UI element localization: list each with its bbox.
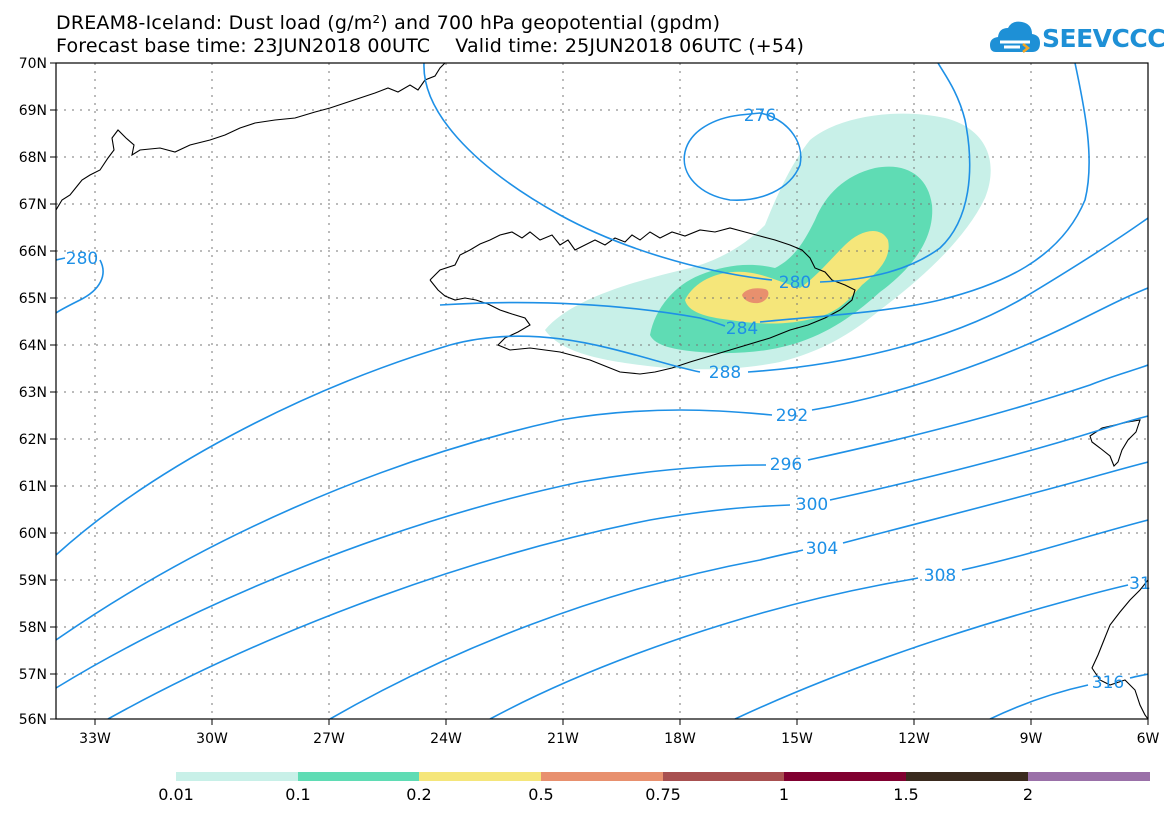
contour-276 bbox=[683, 112, 802, 201]
faroe-islands-coast bbox=[1089, 419, 1141, 467]
dust-area-0.2 bbox=[685, 230, 889, 324]
contour-label-280: 280 bbox=[779, 273, 811, 293]
lat-label: 59N bbox=[19, 573, 47, 589]
colorbar-segment bbox=[906, 772, 1028, 781]
lat-label: 69N bbox=[19, 103, 47, 119]
contour-label-308: 308 bbox=[924, 566, 956, 586]
contour-296 bbox=[56, 364, 1148, 689]
contour-292 bbox=[56, 287, 1148, 641]
lon-label: 15W bbox=[781, 731, 813, 747]
colorbar-label: 0.1 bbox=[285, 785, 311, 804]
contour-label-292: 292 bbox=[776, 406, 808, 426]
contour-label-284: 284 bbox=[726, 319, 758, 339]
lat-label: 65N bbox=[19, 291, 47, 307]
lat-label: 60N bbox=[19, 526, 47, 542]
contour-label-288: 288 bbox=[709, 363, 741, 383]
colorbar-segment bbox=[298, 772, 419, 781]
lon-label: 21W bbox=[547, 731, 579, 747]
colorbar-segment bbox=[1028, 772, 1150, 781]
lon-label: 24W bbox=[430, 731, 462, 747]
lat-label: 58N bbox=[19, 620, 47, 636]
colorbar-label: 1.5 bbox=[893, 785, 919, 804]
lon-label: 12W bbox=[898, 731, 930, 747]
contour-280-west bbox=[56, 257, 104, 314]
lon-label: 33W bbox=[79, 731, 111, 747]
dust-load-shading bbox=[545, 113, 991, 370]
contour-label-300: 300 bbox=[796, 495, 828, 515]
scotland-coast bbox=[1091, 579, 1148, 719]
lat-label: 68N bbox=[19, 150, 47, 166]
lon-label: 6W bbox=[1137, 731, 1160, 747]
forecast-times: Forecast base time: 23JUN2018 00UTC Vali… bbox=[56, 35, 805, 57]
colorbar-label: 1 bbox=[778, 785, 790, 804]
lon-label: 18W bbox=[664, 731, 696, 747]
colorbar-segment bbox=[419, 772, 541, 781]
contour-284 bbox=[439, 63, 1090, 327]
colorbar-label: 0.2 bbox=[406, 785, 432, 804]
graticule bbox=[56, 63, 1148, 719]
cloud-logo-icon bbox=[990, 21, 1040, 53]
colorbar-label: 2 bbox=[1022, 785, 1034, 804]
colorbar-label: 0.75 bbox=[645, 785, 681, 804]
axis-ticks bbox=[50, 62, 1149, 725]
lon-label: 27W bbox=[313, 731, 345, 747]
map-title: DREAM8-Iceland: Dust load (g/m²) and 700… bbox=[56, 12, 721, 34]
contour-label-316: 316 bbox=[1092, 673, 1124, 693]
lon-label: 30W bbox=[196, 731, 228, 747]
contour-288 bbox=[56, 217, 1148, 556]
lat-label: 66N bbox=[19, 244, 47, 260]
lat-label: 61N bbox=[19, 479, 47, 495]
contour-312 bbox=[734, 584, 1129, 719]
contour-316 bbox=[989, 673, 1148, 719]
contour-label-312: 31 bbox=[1129, 574, 1151, 594]
colorbar-segment bbox=[541, 772, 663, 781]
contour-label-276: 276 bbox=[744, 106, 776, 126]
dust-area-0.5 bbox=[742, 288, 769, 304]
lat-label: 67N bbox=[19, 197, 47, 213]
colorbar-label: 0.01 bbox=[158, 785, 194, 804]
lat-label: 64N bbox=[19, 338, 47, 354]
contour-280 bbox=[423, 63, 971, 283]
contour-300 bbox=[107, 415, 1148, 719]
map-frame bbox=[55, 62, 1149, 720]
colorbar-label: 0.5 bbox=[528, 785, 554, 804]
lon-label: 9W bbox=[1020, 731, 1043, 747]
greenland-coast bbox=[56, 63, 446, 211]
contour-308 bbox=[489, 519, 1148, 719]
contour-label-296: 296 bbox=[770, 455, 802, 475]
contour-304 bbox=[329, 461, 1148, 719]
lat-label: 57N bbox=[19, 667, 47, 683]
lat-label: 56N bbox=[19, 712, 47, 728]
lat-label: 62N bbox=[19, 432, 47, 448]
contour-label-304: 304 bbox=[806, 539, 838, 559]
colorbar bbox=[176, 772, 1150, 781]
logo-text: SEEVCCC bbox=[1042, 24, 1166, 53]
colorbar-segment bbox=[784, 772, 906, 781]
colorbar-segment bbox=[176, 772, 298, 781]
lat-label: 63N bbox=[19, 385, 47, 401]
contour-label-280-west: 280 bbox=[66, 249, 98, 269]
colorbar-segment bbox=[663, 772, 784, 781]
geopotential-contours bbox=[56, 63, 1148, 719]
lat-label: 70N bbox=[19, 56, 47, 72]
iceland-coast bbox=[429, 227, 856, 375]
